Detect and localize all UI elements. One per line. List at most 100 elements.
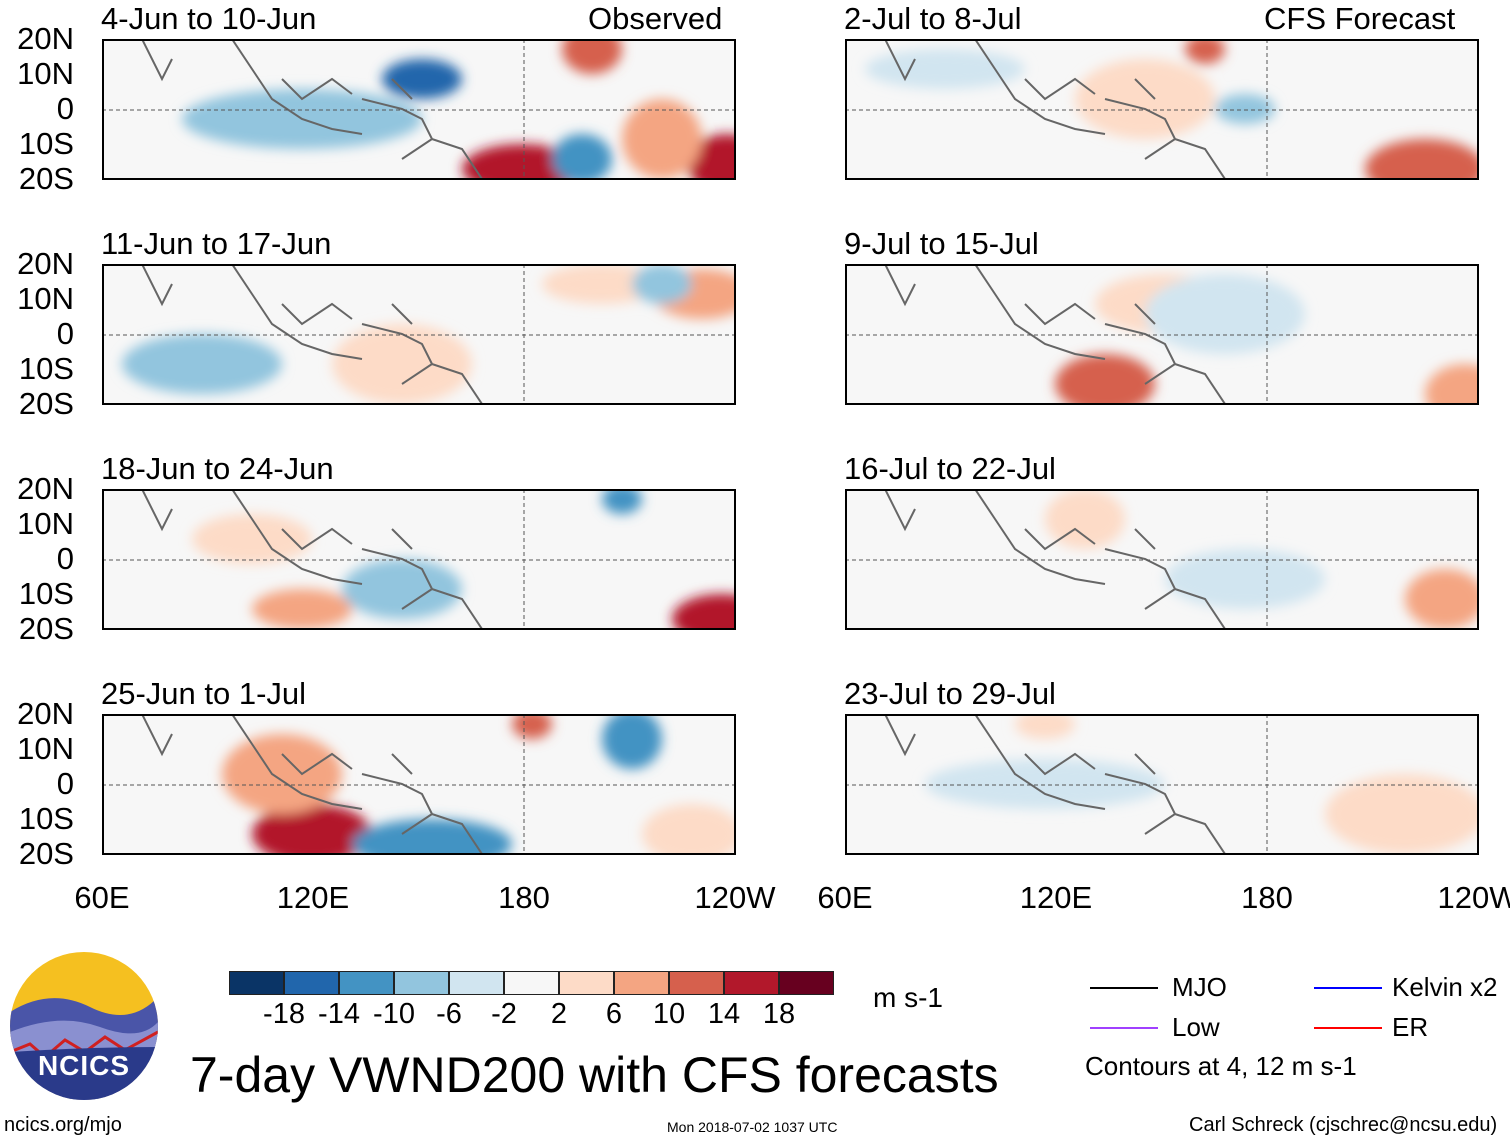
panel-title: 25-Jun to 1-Jul <box>101 676 307 711</box>
longitude-label: 120W <box>694 880 776 915</box>
legend-label-low: Low <box>1172 1012 1220 1042</box>
panel-title: 23-Jul to 29-Jul <box>844 676 1056 711</box>
longitude-label: 60E <box>74 880 130 915</box>
latitude-label: 20N <box>17 471 74 506</box>
legend-label-kelvin: Kelvin x2 <box>1392 972 1498 1002</box>
anomaly-region <box>602 491 642 514</box>
anomaly-map-panel <box>102 39 736 180</box>
colorbar-tick-label: -2 <box>491 998 517 1030</box>
colorbar-tick-label: -6 <box>436 998 462 1030</box>
anomaly-region <box>252 589 352 628</box>
colorbar-tick-label: -18 <box>263 998 305 1030</box>
legend-line-low <box>1090 1027 1158 1029</box>
colorbar-swatch <box>669 971 724 995</box>
anomaly-region <box>552 134 612 178</box>
anomaly-map-panel <box>102 714 736 855</box>
colorbar-swatch <box>394 971 449 995</box>
longitude-label: 120E <box>1019 880 1093 915</box>
anomaly-region <box>122 334 282 394</box>
latitude-label: 10S <box>18 126 74 161</box>
anomaly-region <box>1215 94 1275 124</box>
anomaly-map-panel <box>102 489 736 630</box>
colorbar-swatch <box>724 971 779 995</box>
coastline <box>141 41 483 178</box>
panel-title: 2-Jul to 8-Jul <box>844 1 1022 36</box>
anomaly-region <box>332 324 472 403</box>
coastline <box>884 41 1226 178</box>
colorbar-swatch <box>779 971 834 995</box>
panel-title: 16-Jul to 22-Jul <box>844 451 1056 486</box>
panel-title: 11-Jun to 17-Jun <box>101 226 332 261</box>
colorbar-swatch <box>284 971 339 995</box>
panel-title: 18-Jun to 24-Jun <box>101 451 334 486</box>
latitude-label: 20S <box>18 611 74 646</box>
anomaly-region <box>632 266 692 304</box>
longitude-label: 120W <box>1437 880 1510 915</box>
footer-url[interactable]: ncics.org/mjo <box>4 1114 122 1136</box>
anomaly-region <box>342 559 462 619</box>
latitude-label: 0 <box>56 316 74 351</box>
colorbar-swatch <box>504 971 559 995</box>
anomaly-region <box>462 144 582 178</box>
anomaly-region <box>1145 274 1305 354</box>
anomaly-region <box>1365 139 1477 178</box>
anomaly-region <box>252 804 372 853</box>
colorbar-tick-label: 6 <box>605 998 623 1030</box>
colorbar-swatch <box>339 971 394 995</box>
colorbar-swatch <box>449 971 504 995</box>
legend-label-er: ER <box>1392 1012 1429 1042</box>
latitude-label: 10N <box>17 56 74 91</box>
forecast-label: CFS Forecast <box>1264 1 1456 36</box>
footer-timestamp: Mon 2018-07-02 1037 UTC <box>667 1119 838 1135</box>
anomaly-region <box>1165 549 1325 609</box>
anomaly-map-panel <box>845 39 1479 180</box>
latitude-label: 10N <box>17 281 74 316</box>
latitude-label: 20S <box>18 386 74 421</box>
colorbar-swatch <box>229 971 284 995</box>
latitude-label: 20N <box>17 696 74 731</box>
ncics-logo: NCICS <box>10 952 158 1100</box>
anomaly-region <box>642 804 734 853</box>
coastline <box>884 716 1226 853</box>
anomaly-map-panel <box>102 264 736 405</box>
colorbar-units: m s-1 <box>873 982 943 1013</box>
anomaly-region <box>192 514 312 564</box>
colorbar-tick-label: 18 <box>762 998 796 1030</box>
anomaly-region <box>672 594 734 628</box>
anomaly-region <box>1075 59 1215 139</box>
anomaly-region <box>512 716 552 739</box>
colorbar-swatch <box>614 971 669 995</box>
colorbar-swatch <box>559 971 614 995</box>
latitude-label: 20N <box>17 21 74 56</box>
colorbar-tick-label: -10 <box>373 998 415 1030</box>
anomaly-region <box>1405 569 1477 628</box>
legend-line-er <box>1314 1027 1382 1029</box>
anomaly-region <box>1325 774 1477 853</box>
coastline <box>141 491 483 628</box>
longitude-label: 180 <box>498 880 550 915</box>
latitude-label: 10S <box>18 801 74 836</box>
anomaly-region <box>1425 364 1477 403</box>
latitude-label: 10N <box>17 506 74 541</box>
anomaly-region <box>542 266 662 304</box>
anomaly-region <box>602 716 662 769</box>
anomaly-map-panel <box>845 489 1479 630</box>
anomaly-region <box>865 49 1025 89</box>
anomaly-region <box>1055 354 1155 403</box>
legend-line-mjo <box>1090 987 1158 989</box>
coastline <box>884 491 1226 628</box>
anomaly-map-panel <box>845 264 1479 405</box>
legend-line-kelvin <box>1314 987 1382 989</box>
anomaly-map-panel <box>845 714 1479 855</box>
latitude-label: 0 <box>56 541 74 576</box>
latitude-label: 20S <box>18 836 74 871</box>
anomaly-region <box>925 759 1165 809</box>
latitude-label: 10S <box>18 351 74 386</box>
coastline <box>884 266 1226 403</box>
anomaly-region <box>222 734 342 814</box>
colorbar-tick-label: 14 <box>707 998 741 1030</box>
panel-title: 4-Jun to 10-Jun <box>101 1 317 36</box>
anomaly-region <box>562 41 622 74</box>
anomaly-region <box>1185 41 1225 64</box>
longitude-label: 180 <box>1241 880 1293 915</box>
